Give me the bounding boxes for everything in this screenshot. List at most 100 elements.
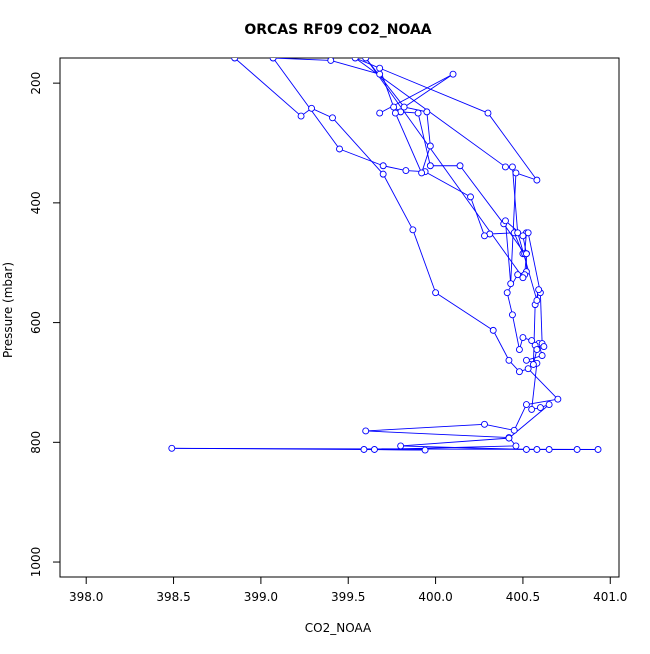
y-tick-label: 800 bbox=[29, 431, 43, 454]
data-point bbox=[545, 446, 553, 453]
series-segment bbox=[503, 223, 526, 255]
data-point bbox=[379, 170, 387, 178]
data-point bbox=[231, 58, 239, 62]
data-point bbox=[418, 169, 426, 177]
data-point bbox=[505, 356, 513, 364]
series-segment bbox=[531, 363, 538, 410]
x-tick-label: 399.5 bbox=[331, 590, 365, 604]
data-point bbox=[522, 401, 530, 409]
data-point bbox=[489, 326, 497, 334]
plot-frame bbox=[59, 57, 620, 578]
data-point bbox=[467, 193, 474, 201]
data-point bbox=[524, 365, 532, 373]
series-segment bbox=[513, 232, 524, 254]
data-point bbox=[426, 162, 434, 170]
data-point bbox=[329, 114, 336, 122]
data-point bbox=[351, 58, 359, 62]
series-segment bbox=[272, 58, 340, 150]
data-point bbox=[533, 446, 541, 453]
data-point bbox=[456, 162, 464, 170]
series-segment bbox=[311, 107, 333, 119]
series-segment bbox=[506, 292, 513, 315]
data-point bbox=[503, 289, 511, 297]
data-point bbox=[515, 346, 523, 353]
data-point bbox=[508, 311, 516, 319]
y-axis: 200 400 600 800 1000 bbox=[29, 72, 60, 578]
data-point bbox=[528, 337, 536, 344]
data-point bbox=[297, 112, 305, 120]
data-point bbox=[538, 352, 546, 359]
data-point bbox=[502, 217, 509, 225]
data-point bbox=[540, 343, 548, 350]
data-point bbox=[573, 446, 581, 453]
data-point bbox=[505, 434, 513, 442]
data-point bbox=[533, 176, 541, 184]
series-segment bbox=[539, 292, 543, 344]
series-segment bbox=[330, 59, 380, 75]
data-point bbox=[402, 167, 410, 174]
series-segment bbox=[365, 58, 405, 108]
x-tick-label: 398.0 bbox=[69, 590, 103, 604]
series-segment bbox=[421, 145, 431, 174]
data-point bbox=[535, 286, 543, 294]
data-point bbox=[515, 368, 523, 376]
data-point bbox=[376, 70, 384, 78]
data-point bbox=[168, 444, 176, 452]
data-point bbox=[376, 64, 384, 72]
series-segment bbox=[355, 58, 489, 114]
x-tick-label: 400.0 bbox=[418, 590, 452, 604]
data-point bbox=[536, 404, 544, 412]
y-tick-label: 1000 bbox=[29, 547, 43, 578]
data-point bbox=[522, 250, 530, 258]
series-segment bbox=[332, 117, 384, 175]
series-segment bbox=[492, 330, 510, 361]
series-segment bbox=[527, 232, 541, 293]
data-point bbox=[528, 405, 536, 413]
data-point bbox=[362, 58, 370, 62]
data-point bbox=[426, 142, 434, 150]
data-point bbox=[308, 104, 315, 112]
series-segment bbox=[517, 232, 538, 301]
series-segment bbox=[511, 314, 520, 350]
data-point bbox=[484, 109, 492, 117]
series-segment bbox=[526, 398, 558, 406]
data-point bbox=[423, 108, 431, 116]
data-point bbox=[502, 163, 509, 171]
x-tick-label: 400.5 bbox=[506, 590, 540, 604]
series-segment bbox=[383, 165, 406, 171]
series-segment bbox=[487, 112, 538, 181]
x-axis-label: CO2_NOAA bbox=[305, 621, 372, 635]
data-point bbox=[370, 446, 378, 453]
series-segment bbox=[510, 172, 517, 284]
data-point bbox=[522, 446, 530, 453]
data-point bbox=[519, 274, 527, 282]
data-point bbox=[510, 426, 518, 434]
plot-area bbox=[168, 58, 602, 454]
data-point bbox=[360, 446, 368, 453]
y-tick-label: 200 bbox=[29, 72, 43, 95]
data-point bbox=[507, 280, 515, 288]
data-point bbox=[449, 70, 457, 78]
data-point bbox=[481, 420, 488, 428]
series-segment bbox=[394, 112, 423, 174]
data-point bbox=[269, 58, 277, 62]
data-point bbox=[421, 446, 429, 454]
data-point bbox=[379, 162, 387, 170]
y-axis-label: Pressure (mbar) bbox=[1, 262, 15, 358]
series-segment bbox=[484, 423, 515, 431]
data-point bbox=[519, 334, 527, 342]
x-tick-label: 401.0 bbox=[593, 590, 627, 604]
series-segment bbox=[435, 292, 494, 331]
series-segment bbox=[426, 111, 431, 147]
series-segment bbox=[365, 430, 509, 438]
x-tick-label: 398.5 bbox=[156, 590, 190, 604]
series-segment bbox=[365, 58, 524, 278]
series-segment bbox=[527, 368, 559, 400]
y-tick-label: 400 bbox=[29, 191, 43, 214]
series-segment bbox=[513, 404, 527, 431]
series-segment bbox=[470, 196, 485, 236]
data-point bbox=[594, 446, 602, 453]
data-point bbox=[533, 346, 541, 353]
